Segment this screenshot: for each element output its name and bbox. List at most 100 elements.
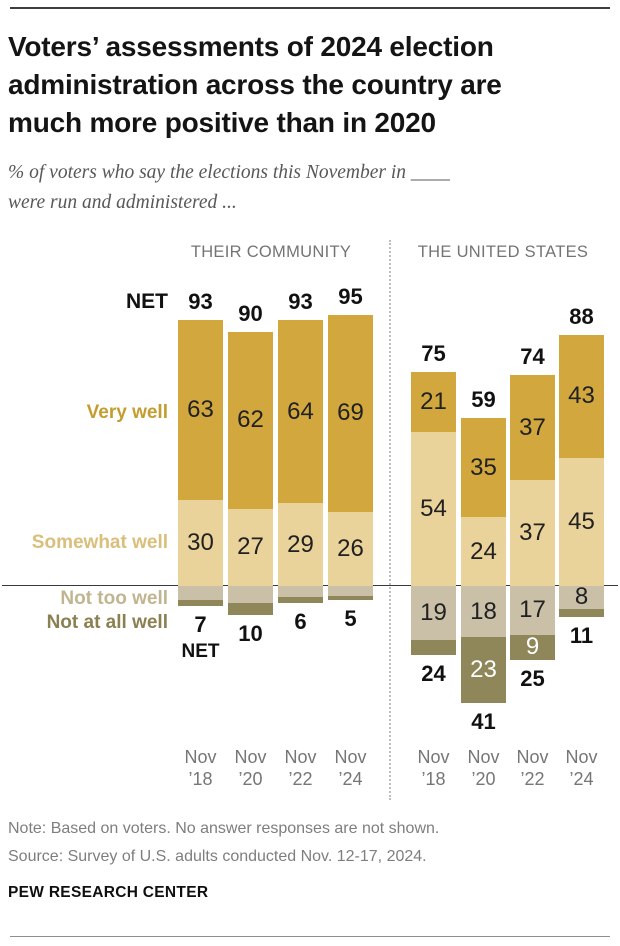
segment-value-label: 9 bbox=[525, 633, 540, 661]
bar-segment-not-too-well bbox=[461, 586, 506, 638]
bar-segment-not-too-well bbox=[228, 586, 273, 604]
segment-value-label: 23 bbox=[470, 656, 497, 684]
axis-label-line: Nov bbox=[417, 747, 450, 767]
axis-label: Nov ’22 bbox=[273, 746, 328, 790]
page-title-line-1: Voters’ assessments of 2024 election bbox=[8, 31, 494, 62]
group-divider-dotted-line bbox=[389, 240, 391, 800]
bar-segment-very-well bbox=[461, 417, 506, 518]
legend-label-not-at-all-well: Not at all well bbox=[46, 612, 168, 633]
axis-label: Nov ’20 bbox=[456, 746, 511, 790]
axis-label-line: ’20 bbox=[238, 769, 263, 789]
legend-label-somewhat-well: Somewhat well bbox=[31, 532, 168, 553]
bar-segment-very-well bbox=[178, 320, 223, 501]
net-word-top: NET bbox=[126, 290, 168, 313]
segment-value-label: 54 bbox=[420, 494, 447, 522]
axis-label-line: Nov bbox=[334, 747, 367, 767]
top-rule bbox=[10, 7, 610, 9]
axis-label-line: ’20 bbox=[471, 769, 496, 789]
net-negative-label: 10 bbox=[238, 620, 263, 646]
segment-value-label: 35 bbox=[470, 453, 497, 481]
bar-segment-very-well bbox=[559, 334, 604, 458]
net-negative-label: 5 bbox=[344, 606, 357, 632]
bar-segment-not-at-all-well bbox=[178, 600, 223, 606]
net-positive-label: 95 bbox=[338, 283, 363, 309]
segment-value-label: 63 bbox=[187, 396, 214, 424]
axis-label: Nov ’24 bbox=[554, 746, 609, 790]
axis-label-line: ’24 bbox=[569, 769, 594, 789]
bar-segment-somewhat-well bbox=[461, 517, 506, 586]
segment-value-label: 21 bbox=[420, 387, 447, 415]
bar-segment-not-at-all-well bbox=[461, 637, 506, 704]
bar-segment-not-at-all-well bbox=[559, 608, 604, 618]
bar-segment-very-well bbox=[510, 374, 555, 481]
net-negative-label: 6 bbox=[294, 609, 307, 635]
net-positive-label: 88 bbox=[569, 303, 594, 329]
bar-segment-somewhat-well bbox=[559, 457, 604, 586]
net-negative-label: 11 bbox=[569, 623, 594, 649]
bar-segment-not-too-well bbox=[278, 586, 323, 598]
net-word-bottom: NET bbox=[181, 641, 220, 662]
bar-segment-not-too-well bbox=[559, 586, 604, 609]
pew-research-center-wordmark: PEW RESEARCH CENTER bbox=[8, 884, 209, 901]
segment-value-label: 37 bbox=[519, 413, 546, 441]
group-header-united-states: THE UNITED STATES bbox=[417, 243, 589, 261]
page-title-line-2: administration across the country are bbox=[8, 69, 502, 100]
net-negative-label: 24 bbox=[421, 660, 446, 686]
bar-segment-somewhat-well bbox=[178, 500, 223, 586]
bar-segment-not-at-all-well bbox=[510, 634, 555, 661]
subtitle-line-2: were run and administered ... bbox=[8, 192, 237, 213]
axis-label-line: ’18 bbox=[421, 769, 446, 789]
segment-value-label: 8 bbox=[574, 583, 589, 611]
legend-label-not-too-well: Not too well bbox=[60, 588, 168, 609]
axis-label: Nov ’24 bbox=[323, 746, 378, 790]
bar-segment-somewhat-well bbox=[411, 431, 456, 586]
page-title-line-3: much more positive than in 2020 bbox=[8, 107, 436, 138]
bar-segment-not-at-all-well bbox=[328, 595, 373, 601]
segment-value-label: 27 bbox=[237, 533, 264, 561]
axis-label-line: ’18 bbox=[188, 769, 213, 789]
bar-segment-not-too-well bbox=[411, 586, 456, 641]
bar-segment-very-well bbox=[228, 331, 273, 509]
note-text: Note: Based on voters. No answer respons… bbox=[8, 820, 440, 837]
bar-segment-somewhat-well bbox=[228, 508, 273, 586]
bar-segment-not-at-all-well bbox=[411, 640, 456, 655]
axis-label-line: ’24 bbox=[338, 769, 363, 789]
bottom-rule bbox=[10, 936, 610, 937]
bar-segment-somewhat-well bbox=[278, 503, 323, 586]
bar-segment-somewhat-well bbox=[510, 480, 555, 586]
segment-value-label: 62 bbox=[237, 406, 264, 434]
group-header-community: THEIR COMMUNITY bbox=[190, 243, 352, 261]
axis-label-line: ’22 bbox=[520, 769, 545, 789]
bar-segment-not-at-all-well bbox=[228, 603, 273, 615]
source-text: Source: Survey of U.S. adults conducted … bbox=[8, 848, 427, 865]
axis-label: Nov ’18 bbox=[173, 746, 228, 790]
net-negative-label: 7 bbox=[194, 611, 207, 637]
segment-value-label: 17 bbox=[519, 596, 546, 624]
segment-value-label: 30 bbox=[187, 529, 214, 557]
axis-label: Nov ’20 bbox=[223, 746, 278, 790]
segment-value-label: 64 bbox=[287, 397, 314, 425]
bar-segment-not-too-well bbox=[328, 586, 373, 596]
net-positive-label: 59 bbox=[471, 386, 496, 412]
net-positive-label: 74 bbox=[520, 343, 545, 369]
bar-segment-not-too-well bbox=[510, 586, 555, 635]
segment-value-label: 37 bbox=[519, 519, 546, 547]
axis-label-line: Nov bbox=[467, 747, 500, 767]
axis-label-line: Nov bbox=[184, 747, 217, 767]
segment-value-label: 19 bbox=[420, 599, 447, 627]
axis-label-line: Nov bbox=[234, 747, 267, 767]
segment-value-label: 45 bbox=[568, 507, 595, 535]
bar-segment-not-at-all-well bbox=[278, 597, 323, 604]
net-positive-label: 75 bbox=[421, 340, 446, 366]
axis-label-line: Nov bbox=[284, 747, 317, 767]
segment-value-label: 18 bbox=[470, 597, 497, 625]
net-positive-label: 90 bbox=[238, 300, 263, 326]
segment-value-label: 69 bbox=[337, 399, 364, 427]
net-positive-label: 93 bbox=[288, 289, 313, 315]
segment-value-label: 43 bbox=[568, 382, 595, 410]
axis-label: Nov ’22 bbox=[505, 746, 560, 790]
axis-label-line: ’22 bbox=[288, 769, 313, 789]
axis-label-line: Nov bbox=[565, 747, 598, 767]
axis-label: Nov ’18 bbox=[406, 746, 461, 790]
